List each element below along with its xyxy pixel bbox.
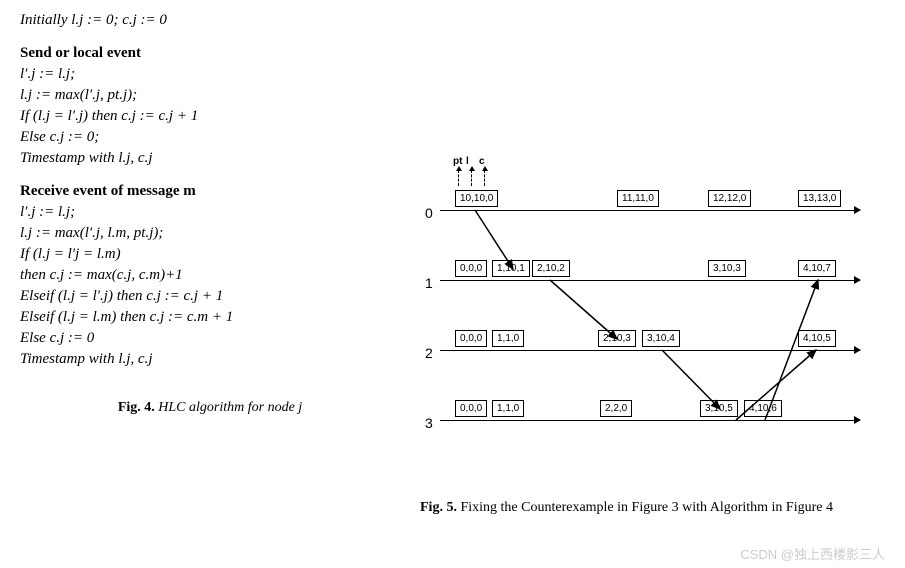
diagram-column: ptlc 0 1 2 3 10,10,0 11,11,0 12,12,0 13,13,0 0,0,… — [420, 10, 885, 530]
recv-l8: Timestamp with l.j, c.j — [20, 349, 400, 370]
event-box: 4,10,5 — [798, 330, 836, 347]
send-title: Send or local event — [20, 43, 400, 64]
legend: ptlc — [458, 170, 485, 186]
event-box: 3,10,3 — [708, 260, 746, 277]
recv-l6: Elseif (l.j = l.m) then c.j := c.m + 1 — [20, 307, 400, 328]
event-box: 2,10,2 — [532, 260, 570, 277]
event-box: 10,10,0 — [455, 190, 498, 207]
event-box: 3,10,4 — [642, 330, 680, 347]
event-box: 3,10,5 — [700, 400, 738, 417]
timeline — [440, 210, 860, 211]
send-l1: l′.j := l.j; — [20, 64, 400, 85]
event-box: 0,0,0 — [455, 260, 487, 277]
send-l4: Else c.j := 0; — [20, 127, 400, 148]
event-box: 1,1,0 — [492, 330, 524, 347]
watermark: CSDN @独上西楼影三人 — [740, 544, 885, 563]
timeline — [440, 350, 860, 351]
recv-l7: Else c.j := 0 — [20, 328, 400, 349]
send-l5: Timestamp with l.j, c.j — [20, 148, 400, 169]
recv-l4: then c.j := max(c.j, c.m)+1 — [20, 265, 400, 286]
event-box: 0,0,0 — [455, 330, 487, 347]
event-box: 1,10,1 — [492, 260, 530, 277]
event-box: 4,10,7 — [798, 260, 836, 277]
event-box: 11,11,0 — [617, 190, 659, 207]
recv-l5: Elseif (l.j = l′.j) then c.j := c.j + 1 — [20, 286, 400, 307]
recv-l3: If (l.j = l′j = l.m) — [20, 244, 400, 265]
timeline — [440, 420, 860, 421]
event-box: 2,10,3 — [598, 330, 636, 347]
timeline — [440, 280, 860, 281]
node-label: 0 — [425, 205, 433, 221]
node-label: 3 — [425, 415, 433, 431]
event-box: 0,0,0 — [455, 400, 487, 417]
event-box: 4,10,6 — [744, 400, 782, 417]
fig5-caption: Fig. 5. Fixing the Counterexample in Fig… — [420, 500, 885, 516]
fig4-caption: Fig. 4. HLC algorithm for node j — [20, 400, 400, 416]
send-l3: If (l.j = l′.j) then c.j := c.j + 1 — [20, 106, 400, 127]
recv-l2: l.j := max(l′.j, l.m, pt.j); — [20, 223, 400, 244]
event-box: 13,13,0 — [798, 190, 841, 207]
event-box: 12,12,0 — [708, 190, 751, 207]
timeline-diagram: ptlc 0 1 2 3 10,10,0 11,11,0 12,12,0 13,13,0 0,0,… — [420, 150, 860, 460]
event-box: 1,1,0 — [492, 400, 524, 417]
node-label: 1 — [425, 275, 433, 291]
initially-line: Initially l.j := 0; c.j := 0 — [20, 10, 400, 31]
event-box: 2,2,0 — [600, 400, 632, 417]
recv-title: Receive event of message m — [20, 181, 400, 202]
send-l2: l.j := max(l′.j, pt.j); — [20, 85, 400, 106]
recv-l1: l′.j := l.j; — [20, 202, 400, 223]
algorithm-block: Initially l.j := 0; c.j := 0 Send or loc… — [20, 10, 400, 530]
node-label: 2 — [425, 345, 433, 361]
